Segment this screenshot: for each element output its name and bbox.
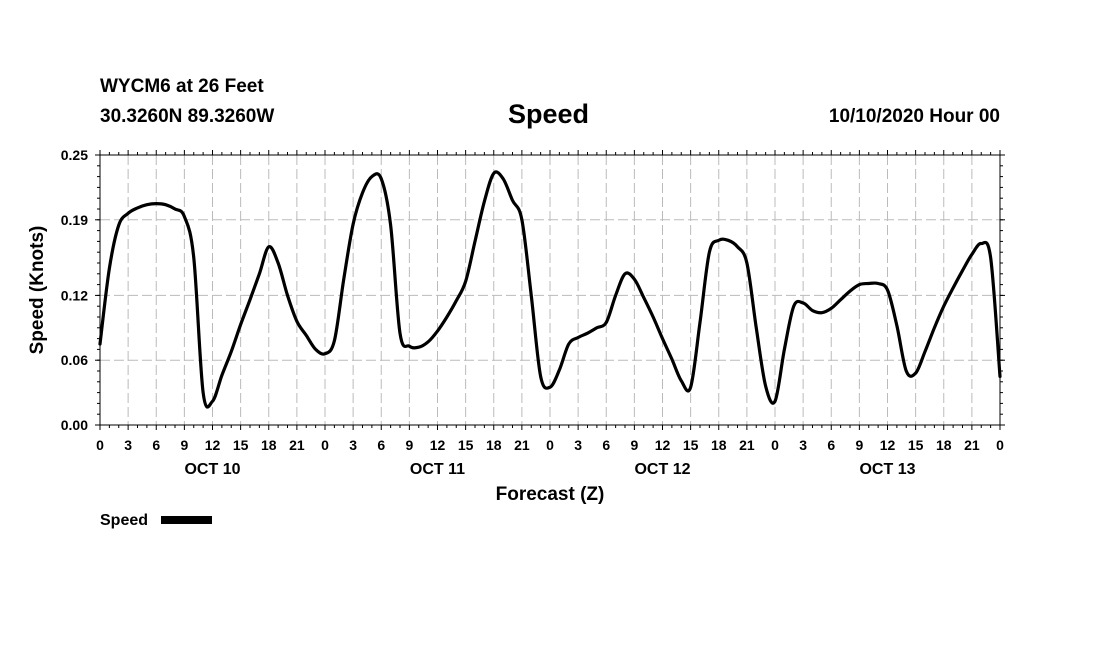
- x-tick-label: 0: [771, 437, 779, 453]
- legend-label: Speed: [100, 512, 148, 529]
- x-tick-label: 12: [205, 437, 221, 453]
- x-tick-label: 18: [261, 437, 277, 453]
- y-tick-labels: 0.00 0.06 0.12 0.19 0.25: [61, 147, 88, 433]
- chart-title: Speed: [508, 99, 590, 129]
- x-tick-label: 12: [880, 437, 896, 453]
- x-tick-label: 15: [908, 437, 924, 453]
- y-tick-label: 0.19: [61, 212, 88, 228]
- x-tick-label: 9: [405, 437, 413, 453]
- day-labels: OCT 10 OCT 11 OCT 12 OCT 13: [184, 461, 915, 478]
- x-tick-label: 0: [996, 437, 1004, 453]
- x-tick-label: 18: [486, 437, 502, 453]
- x-tick-label: 15: [458, 437, 474, 453]
- x-tick-label: 6: [827, 437, 835, 453]
- x-tick-label: 0: [546, 437, 554, 453]
- y-tick-label: 0.12: [61, 287, 88, 303]
- station-name: WYCM6 at 26 Feet: [100, 76, 264, 97]
- legend-swatch: [161, 516, 212, 524]
- day-label: OCT 10: [184, 461, 240, 478]
- x-tick-label: 12: [655, 437, 671, 453]
- x-tick-label: 9: [630, 437, 638, 453]
- x-tick-label: 6: [377, 437, 385, 453]
- forecast-time: 10/10/2020 Hour 00: [828, 106, 1000, 127]
- x-tick-label: 12: [430, 437, 446, 453]
- x-tick-label: 9: [855, 437, 863, 453]
- x-tick-label: 15: [683, 437, 699, 453]
- x-tick-label: 6: [602, 437, 610, 453]
- x-tick-label: 3: [799, 437, 807, 453]
- x-tick-labels: 0 3 6 9 12 15 18 21 0 3 6 9 12 15 18 21 0 3 6 9 12 15 18 21 0 3 6 9…: [96, 437, 1004, 453]
- speed-series-line: [98, 170, 1002, 409]
- y-tick-label: 0.25: [61, 147, 88, 163]
- axis-ticks: [95, 150, 1005, 430]
- x-tick-label: 21: [514, 437, 530, 453]
- x-tick-label: 0: [321, 437, 329, 453]
- grid-lines: [100, 155, 1000, 425]
- x-tick-label: 6: [152, 437, 160, 453]
- x-tick-label: 3: [124, 437, 132, 453]
- station-coordinates: 30.3260N 89.3260W: [100, 106, 275, 127]
- x-tick-label: 3: [574, 437, 582, 453]
- y-tick-label: 0.00: [61, 417, 88, 433]
- x-tick-label: 18: [936, 437, 952, 453]
- x-tick-label: 21: [289, 437, 305, 453]
- x-tick-label: 21: [739, 437, 755, 453]
- day-label: OCT 13: [859, 461, 915, 478]
- y-tick-label: 0.06: [61, 352, 88, 368]
- legend: Speed: [100, 512, 212, 529]
- x-axis-title: Forecast (Z): [496, 484, 605, 505]
- day-label: OCT 12: [634, 461, 690, 478]
- x-tick-label: 15: [233, 437, 249, 453]
- day-label: OCT 11: [410, 461, 465, 478]
- x-tick-label: 18: [711, 437, 727, 453]
- y-axis-title: Speed (Knots): [27, 226, 48, 355]
- x-tick-label: 21: [964, 437, 980, 453]
- x-tick-label: 0: [96, 437, 104, 453]
- x-tick-label: 3: [349, 437, 357, 453]
- x-tick-label: 9: [180, 437, 188, 453]
